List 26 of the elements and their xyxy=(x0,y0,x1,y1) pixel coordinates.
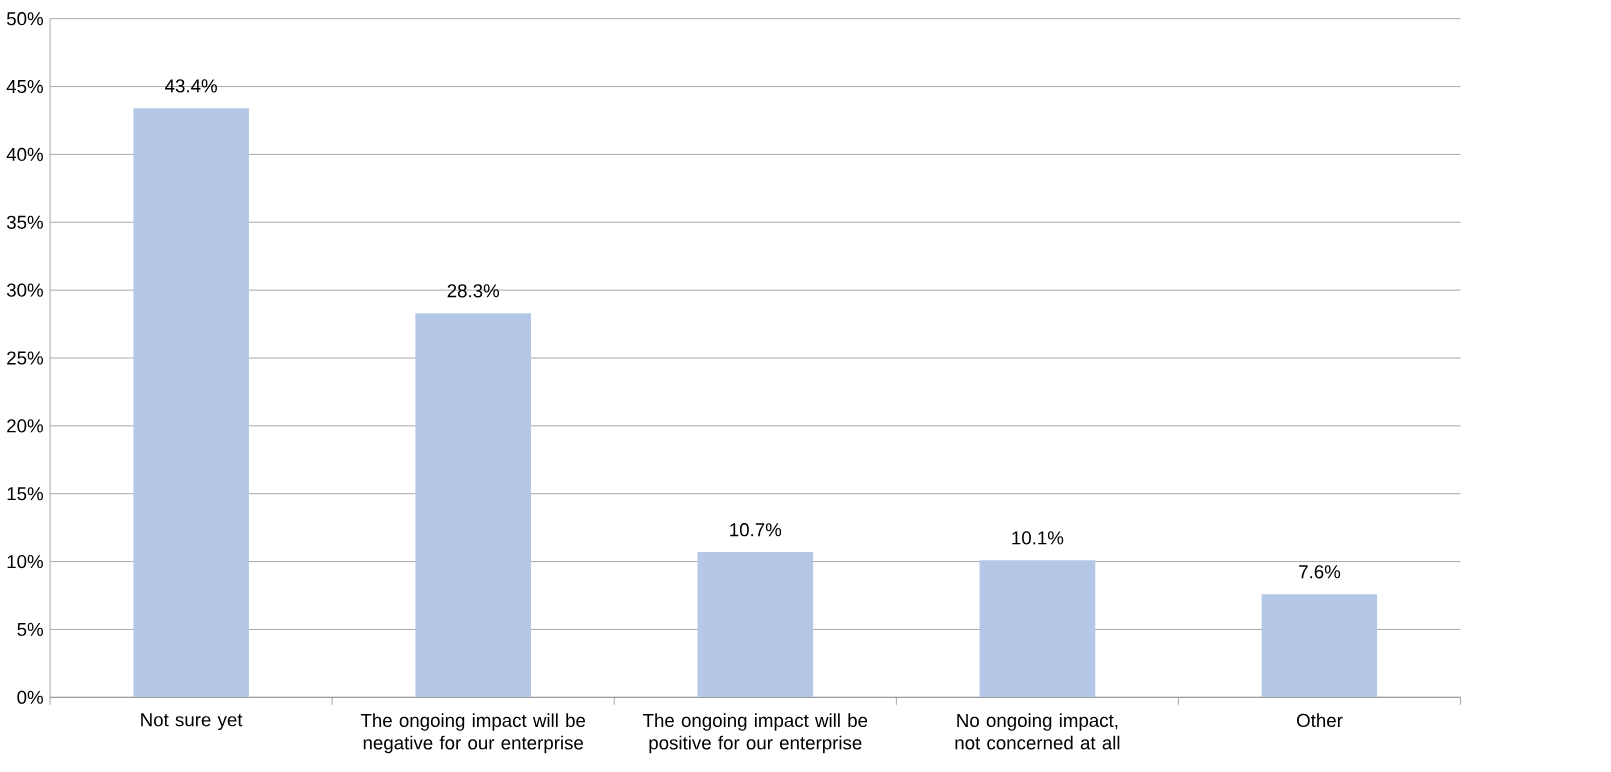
x-tick-label: Not sure yet xyxy=(141,713,243,731)
y-tick-label: 15% xyxy=(7,487,43,501)
data-label: 28.3% xyxy=(447,284,500,298)
y-tick-label: 5% xyxy=(17,622,43,636)
bar xyxy=(415,313,532,698)
y-tick-label: 35% xyxy=(6,215,43,229)
y-tick-label: 10% xyxy=(7,554,43,569)
y-tick-label: 25% xyxy=(7,351,43,365)
x-tick-label: Other xyxy=(1297,713,1343,728)
x-tick-label: No ongoing impact, not concerned at all xyxy=(955,713,1120,750)
bar xyxy=(979,560,1096,698)
x-tick-label: The ongoing impact will be negative for our enterprise xyxy=(360,713,586,754)
data-label: 7.6% xyxy=(1299,565,1341,579)
y-tick-label: 20% xyxy=(7,419,43,433)
data-label: 10.1% xyxy=(1012,531,1064,545)
data-label: 10.7% xyxy=(730,523,782,537)
y-tick-label: 30% xyxy=(6,283,43,297)
y-tick-label: 40% xyxy=(6,147,43,161)
y-tick-label: 50% xyxy=(6,12,43,26)
y-tick-label: 0% xyxy=(17,690,43,704)
data-label: 43.4% xyxy=(165,79,217,93)
bar xyxy=(133,108,249,698)
bar xyxy=(1261,594,1378,698)
x-tick-label: The ongoing impact will be positive for our enterprise xyxy=(642,713,868,754)
bar xyxy=(697,552,814,698)
y-tick-label: 45% xyxy=(6,79,43,94)
